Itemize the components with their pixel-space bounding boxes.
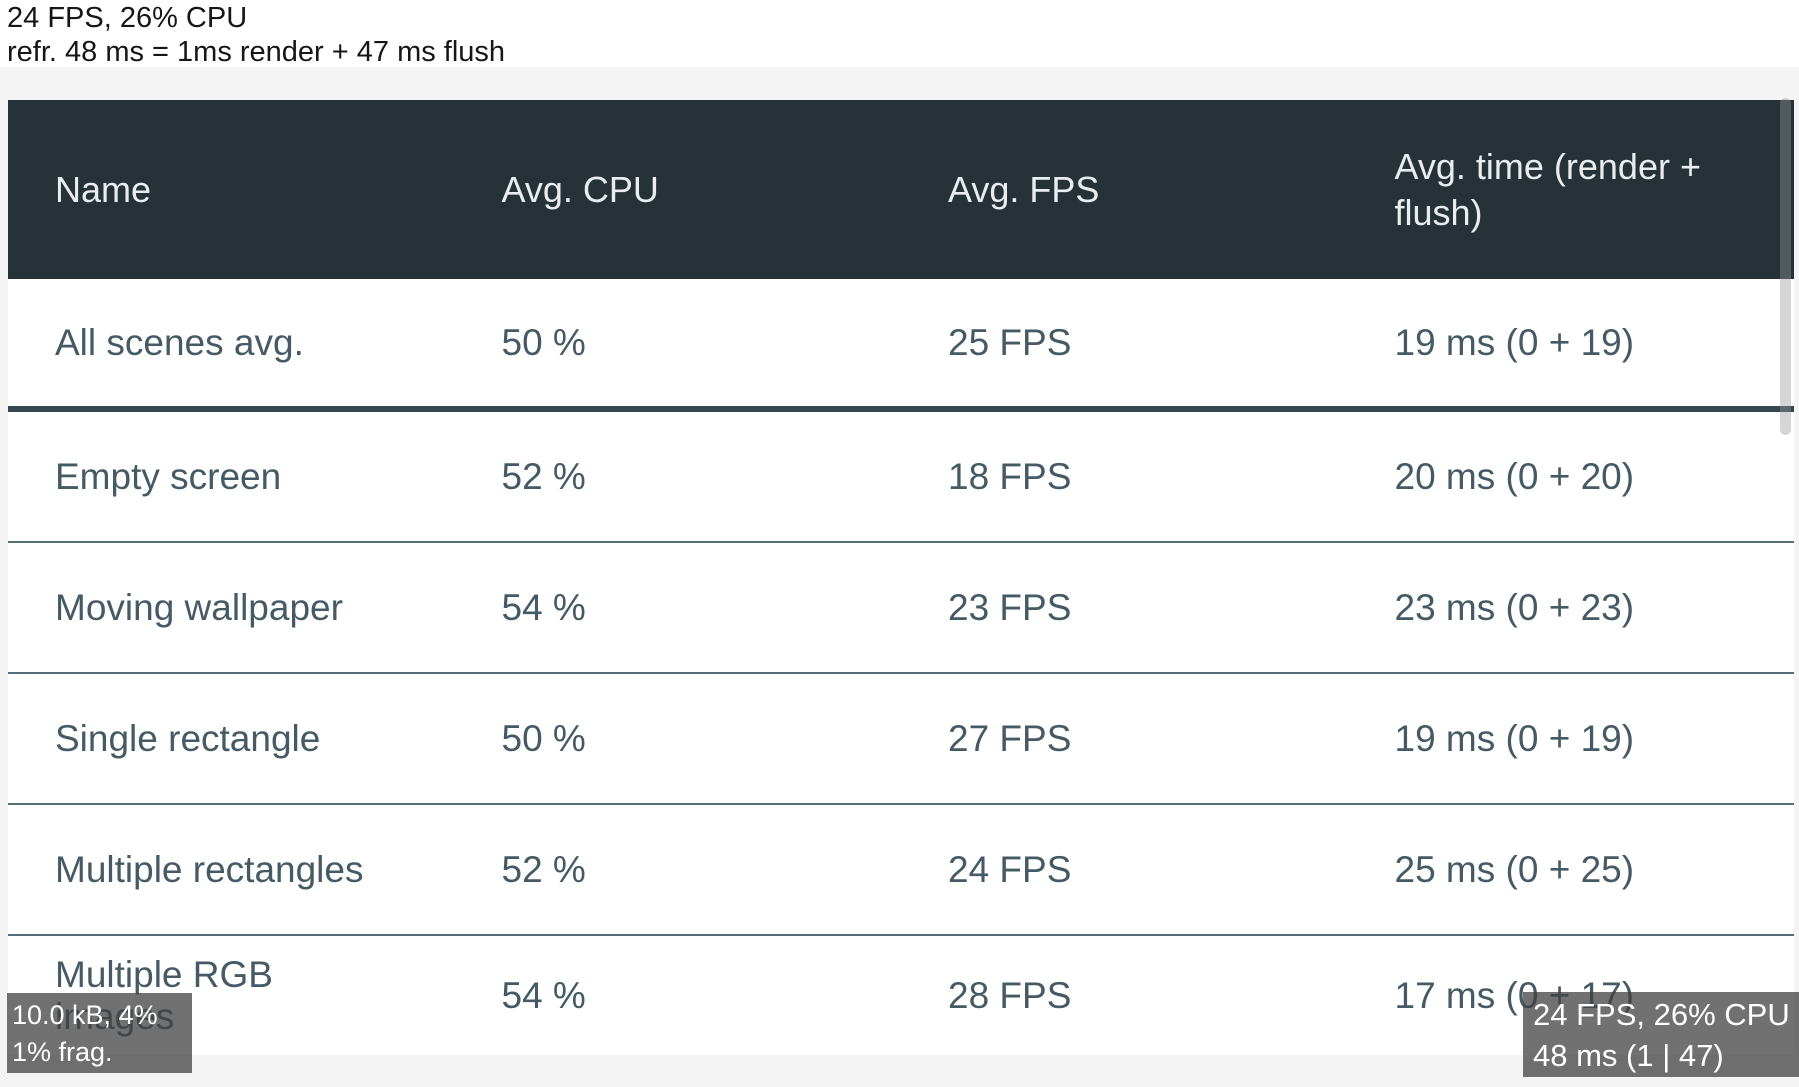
cell-avg-time: 25 ms (0 + 25)	[1394, 848, 1635, 890]
cell-avg-cpu: 54 %	[501, 974, 586, 1016]
cell-name: Single rectangle	[55, 717, 321, 759]
table-row: Multiple rectangles 52 % 24 FPS 25 ms (0…	[8, 805, 1794, 936]
table-header-row: Name Avg. CPU Avg. FPS Avg. time (render…	[8, 100, 1794, 279]
cell-avg-cpu: 50 %	[501, 717, 586, 759]
fps-status-text: 24 FPS, 26% CPU refr. 48 ms = 1ms render…	[7, 1, 505, 69]
scrollbar-thumb[interactable]	[1780, 98, 1791, 435]
cell-avg-time: 19 ms (0 + 19)	[1394, 717, 1635, 759]
cell-avg-cpu: 52 %	[501, 455, 586, 497]
cell-avg-time: 20 ms (0 + 20)	[1394, 455, 1635, 497]
table-row: All scenes avg. 50 % 25 FPS 19 ms (0 + 1…	[8, 279, 1794, 406]
column-header-avg-cpu: Avg. CPU	[501, 168, 659, 210]
performance-overlay-line1: 24 FPS, 26% CPU	[1533, 997, 1790, 1032]
table-row: Moving wallpaper 54 % 23 FPS 23 ms (0 + …	[8, 543, 1794, 674]
cell-avg-cpu: 54 %	[501, 586, 586, 628]
cell-name: Empty screen	[55, 455, 282, 497]
cell-avg-fps: 23 FPS	[948, 586, 1072, 628]
cell-avg-fps: 28 FPS	[948, 974, 1072, 1016]
cell-avg-cpu: 50 %	[501, 321, 586, 363]
cell-avg-fps: 18 FPS	[948, 455, 1072, 497]
cell-avg-time: 19 ms (0 + 19)	[1394, 321, 1635, 363]
table-row: Empty screen 52 % 18 FPS 20 ms (0 + 20)	[8, 412, 1794, 543]
column-header-avg-time: Avg. time (render + flush)	[1394, 145, 1701, 233]
table-row: Single rectangle 50 % 27 FPS 19 ms (0 + …	[8, 674, 1794, 805]
cell-name: Multiple rectangles	[55, 848, 364, 890]
fps-status-line2: refr. 48 ms = 1ms render + 47 ms flush	[7, 36, 506, 68]
performance-overlay-line2: 48 ms (1 | 47)	[1533, 1038, 1724, 1073]
cell-name: All scenes avg.	[55, 321, 304, 363]
performance-debug-overlay: 24 FPS, 26% CPU 48 ms (1 | 47)	[1523, 992, 1799, 1077]
cell-avg-fps: 27 FPS	[948, 717, 1072, 759]
summary-separator	[8, 406, 1794, 412]
memory-debug-overlay: 10.0 kB, 4% 1% frag.	[7, 993, 192, 1073]
memory-overlay-line2: 1% frag.	[12, 1037, 113, 1067]
benchmark-table: Name Avg. CPU Avg. FPS Avg. time (render…	[8, 100, 1794, 1055]
cell-avg-time: 23 ms (0 + 23)	[1394, 586, 1635, 628]
memory-overlay-line1: 10.0 kB, 4%	[12, 1000, 158, 1030]
column-header-name: Name	[55, 168, 152, 210]
cell-avg-cpu: 52 %	[501, 848, 586, 890]
cell-avg-fps: 25 FPS	[948, 321, 1072, 363]
cell-name: Moving wallpaper	[55, 586, 343, 628]
cell-avg-fps: 24 FPS	[948, 848, 1072, 890]
column-header-avg-fps: Avg. FPS	[948, 168, 1100, 210]
fps-status-line1: 24 FPS, 26% CPU	[7, 2, 248, 34]
